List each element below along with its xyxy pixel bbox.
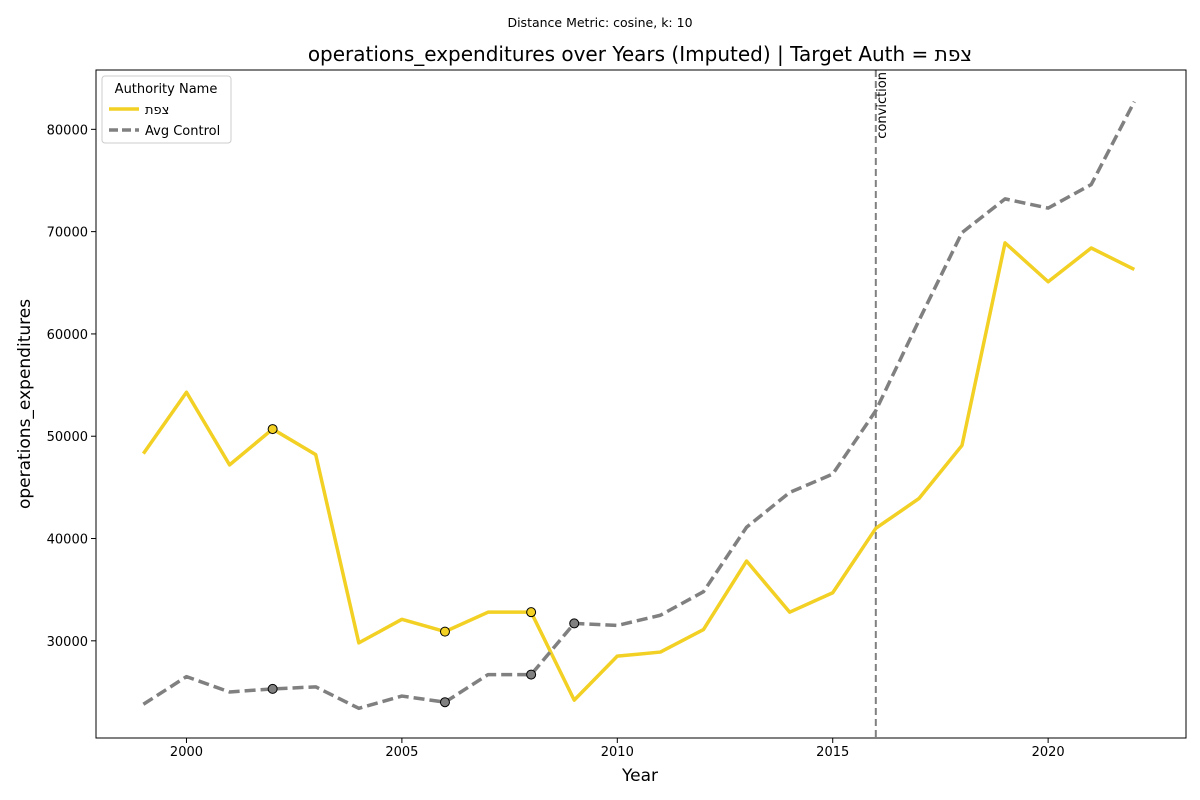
plot-area: conviction 2000 2005 2010 2015 2020 30000 40000… <box>47 69 1187 760</box>
x-axis-label: Year <box>621 766 658 786</box>
axes-frame <box>95 69 1187 739</box>
legend-label-target: צפת <box>145 103 169 118</box>
y-tick-label: 80000 <box>47 123 88 138</box>
x-tick-label: 2020 <box>1032 745 1065 760</box>
series-line-control <box>142 100 1136 711</box>
y-tick-label: 40000 <box>47 533 88 548</box>
imputed-point-control <box>439 697 450 708</box>
y-tick-label: 50000 <box>47 430 88 445</box>
x-tick-label: 2010 <box>601 745 634 760</box>
legend-title: Authority Name <box>115 82 218 97</box>
legend-label-control: Avg Control <box>145 124 220 139</box>
imputed-point-target <box>439 626 450 637</box>
x-tick-label: 2005 <box>385 745 418 760</box>
imputed-point-control <box>526 669 537 680</box>
x-tick-label: 2015 <box>816 745 849 760</box>
imputed-point-control <box>267 683 278 694</box>
y-tick-label: 60000 <box>47 328 88 343</box>
imputed-point-target <box>267 424 278 435</box>
suptitle: Distance Metric: cosine, k: 10 <box>507 15 692 30</box>
y-tick-label: 30000 <box>47 635 88 650</box>
y-tick-label: 70000 <box>47 226 88 241</box>
series-line-target <box>141 241 1136 702</box>
legend: Authority Name צפת Avg Control <box>101 75 232 144</box>
y-axis-label: operations_expenditures <box>15 299 35 509</box>
legend-box <box>101 75 232 144</box>
imputed-point-control <box>569 618 580 629</box>
chart-title: operations_expenditures over Years (Impu… <box>308 42 972 66</box>
imputed-point-target <box>526 607 537 618</box>
x-tick-label: 2000 <box>170 745 203 760</box>
annotation-label: conviction <box>875 72 890 139</box>
